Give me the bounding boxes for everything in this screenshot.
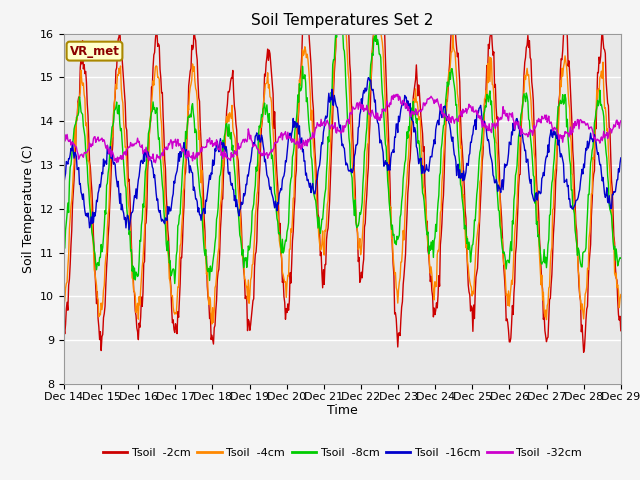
Text: VR_met: VR_met bbox=[70, 45, 120, 58]
Y-axis label: Soil Temperature (C): Soil Temperature (C) bbox=[22, 144, 35, 273]
X-axis label: Time: Time bbox=[327, 405, 358, 418]
Title: Soil Temperatures Set 2: Soil Temperatures Set 2 bbox=[252, 13, 433, 28]
Legend: Tsoil  -2cm, Tsoil  -4cm, Tsoil  -8cm, Tsoil  -16cm, Tsoil  -32cm: Tsoil -2cm, Tsoil -4cm, Tsoil -8cm, Tsoi… bbox=[99, 444, 586, 463]
